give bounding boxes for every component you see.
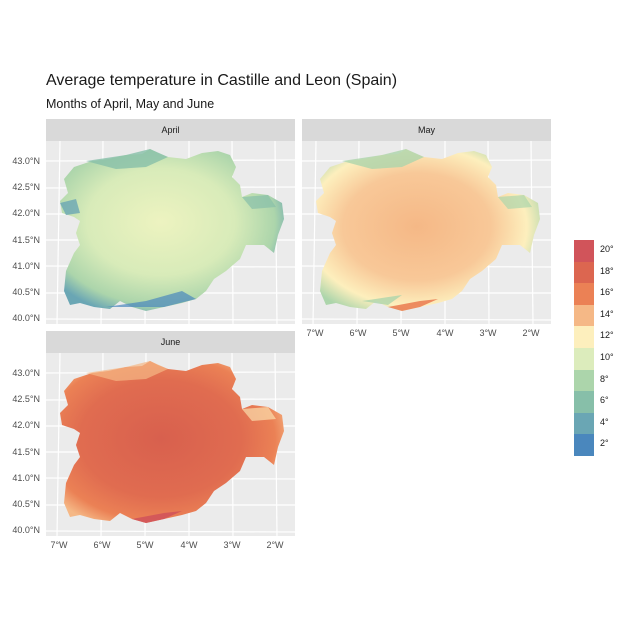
legend-label: 16°	[600, 287, 614, 298]
x-tick: 5°W	[392, 328, 410, 338]
y-tick: 40.0°N	[12, 313, 40, 323]
y-tick: 42.5°N	[12, 394, 40, 404]
y-tick: 43.0°N	[12, 368, 40, 378]
y-tick: 42.5°N	[12, 182, 40, 192]
legend-label: 4°	[600, 416, 609, 427]
legend-label: 14°	[600, 308, 614, 319]
legend-key	[574, 304, 594, 327]
y-tick: 40.5°N	[12, 287, 40, 297]
map-april	[46, 141, 295, 324]
y-tick: 41.0°N	[12, 261, 40, 271]
panel-april	[46, 141, 295, 324]
legend-label: 6°	[600, 395, 609, 406]
x-tick: 7°W	[306, 328, 324, 338]
facet-june: June 7°W 6°W 5°W	[46, 331, 295, 550]
x-tick: 2°W	[266, 540, 284, 550]
legend-key	[574, 348, 594, 370]
panel-june	[46, 353, 295, 536]
legend-key	[574, 434, 594, 456]
x-tick: 4°W	[180, 540, 198, 550]
y-tick: 41.5°N	[12, 235, 40, 245]
x-tick: 6°W	[93, 540, 111, 550]
facet-strip-may: May	[302, 119, 551, 141]
x-tick: 7°W	[50, 540, 68, 550]
legend-label: 10°	[600, 352, 614, 362]
legend-key	[574, 326, 594, 348]
panel-may	[302, 141, 551, 324]
map-june	[46, 353, 295, 536]
x-tick: 6°W	[349, 328, 367, 338]
facet-strip-april: April	[46, 119, 295, 141]
y-tick: 42.0°N	[12, 208, 40, 218]
legend-key	[574, 261, 594, 284]
y-tick: 40.0°N	[12, 525, 40, 535]
y-tick: 42.0°N	[12, 420, 40, 430]
chart-subtitle: Months of April, May and June	[46, 97, 215, 111]
map-may	[302, 141, 551, 324]
legend-label: 12°	[600, 330, 614, 341]
x-tick: 5°W	[136, 540, 154, 550]
legend-label: 2°	[600, 438, 609, 449]
facet-april: April	[46, 119, 295, 324]
legend-key	[574, 391, 594, 413]
y-tick: 41.0°N	[12, 473, 40, 483]
facet-may: May 7°W 6°W	[302, 119, 551, 338]
x-tick: 3°W	[479, 328, 497, 338]
facet-strip-june: June	[46, 331, 295, 353]
y-tick: 41.5°N	[12, 447, 40, 457]
chart-title: Average temperature in Castille and Leon…	[46, 72, 398, 89]
legend-label: 8°	[600, 373, 609, 384]
y-tick: 40.5°N	[12, 499, 40, 509]
x-tick: 2°W	[522, 328, 540, 338]
legend-key	[574, 369, 594, 392]
legend-key	[574, 283, 594, 305]
legend-key	[574, 412, 594, 435]
legend-key	[574, 240, 594, 262]
legend-label: 20°	[600, 244, 614, 254]
y-tick: 43.0°N	[12, 156, 40, 166]
x-tick: 4°W	[436, 328, 454, 338]
x-tick: 3°W	[223, 540, 241, 550]
legend-label: 18°	[600, 265, 614, 276]
